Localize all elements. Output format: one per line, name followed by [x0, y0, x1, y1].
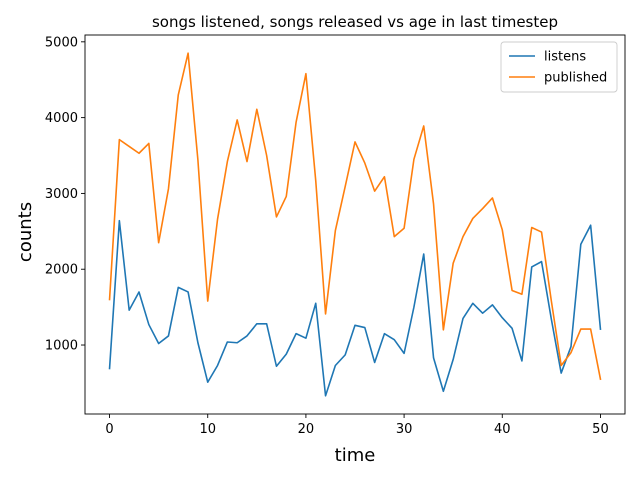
y-tick-label-2000: 2000: [45, 263, 78, 278]
series-line-published: [108, 52, 602, 381]
legend-box: [500, 41, 618, 93]
x-tick-label-50: 50: [592, 422, 609, 437]
chart-title: songs listened, songs released vs age in…: [152, 13, 558, 31]
y-tick-label-1000: 1000: [45, 339, 78, 354]
x-tick-label-20: 20: [298, 422, 315, 437]
plot-frame: [84, 34, 626, 415]
series-line-listens: [108, 219, 602, 397]
y-tick-label-3000: 3000: [45, 187, 78, 202]
legend-label-listens: listens: [544, 50, 586, 65]
y-tick-label-4000: 4000: [45, 111, 78, 126]
x-tick-label-30: 30: [396, 422, 413, 437]
y-tick-label-5000: 5000: [45, 35, 78, 50]
y-axis-label: counts: [15, 202, 36, 262]
legend-label-published: published: [544, 71, 607, 86]
x-tick-label-0: 0: [105, 422, 113, 437]
x-tick-label-40: 40: [494, 422, 511, 437]
x-axis-label: time: [335, 445, 376, 466]
x-tick-label-10: 10: [199, 422, 216, 437]
